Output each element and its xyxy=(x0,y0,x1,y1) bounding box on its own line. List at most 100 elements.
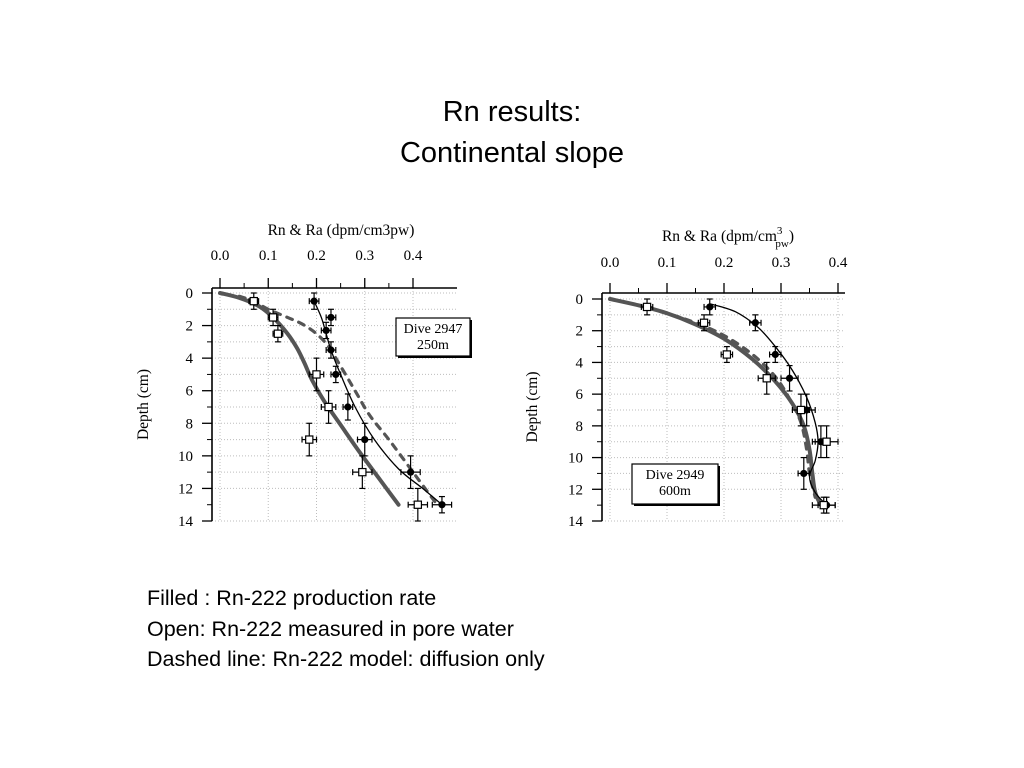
annotation-box xyxy=(395,317,471,357)
x-tick-label: 0.0 xyxy=(211,248,230,264)
x-tick-label: 0.2 xyxy=(307,248,326,264)
marker-filled-circle xyxy=(332,370,340,379)
data-point-open-square xyxy=(248,292,260,310)
marker-open-square xyxy=(358,467,367,477)
marker-filled-circle xyxy=(751,319,759,327)
data-point-filled-circle xyxy=(768,345,782,364)
y-axis-label: Depth (cm) xyxy=(135,369,152,440)
series-line-solid-thick xyxy=(218,291,401,507)
x-tick-label: 0.0 xyxy=(601,255,620,271)
x-tick-label: 0.1 xyxy=(259,248,278,264)
note-dashed: Dashed line: Rn-222 model: diffusion onl… xyxy=(147,647,545,671)
title-line-2: Continental slope xyxy=(399,137,625,169)
data-point-open-square xyxy=(811,496,836,514)
data-point-filled-circle xyxy=(320,321,332,340)
marker-open-square xyxy=(305,435,314,444)
data-point-filled-circle xyxy=(431,495,453,514)
data-point-open-square xyxy=(720,345,734,364)
marker-filled-circle xyxy=(344,403,352,411)
y-tick-label: 8 xyxy=(186,416,194,432)
y-tick-label: 0 xyxy=(186,286,194,302)
data-point-open-square xyxy=(757,361,776,395)
marker-open-square xyxy=(324,402,333,412)
annotation-shadow xyxy=(470,320,472,358)
y-tick-label: 12 xyxy=(178,481,193,497)
y-tick-label: 6 xyxy=(576,387,584,403)
x-tick-label: 0.4 xyxy=(829,255,848,271)
marker-filled-circle xyxy=(322,326,330,335)
data-point-filled-circle xyxy=(330,365,342,384)
x-axis-label: Rn & Ra (dpm/cm3pw) xyxy=(268,222,415,239)
marker-open-square xyxy=(762,374,771,383)
data-point-open-square xyxy=(320,390,337,424)
marker-open-square xyxy=(413,500,423,509)
data-point-open-square xyxy=(407,487,429,522)
annotation-shadow xyxy=(718,466,720,506)
marker-filled-circle xyxy=(406,468,415,476)
data-point-open-square xyxy=(301,422,318,457)
data-point-open-square xyxy=(352,455,373,490)
data-point-open-square xyxy=(267,308,279,327)
marker-filled-circle xyxy=(310,297,318,305)
series-line-dashed xyxy=(608,297,817,499)
y-tick-label: 10 xyxy=(178,449,193,465)
annotation-line-1: Dive 2947 xyxy=(404,322,463,337)
y-tick-label: 14 xyxy=(178,514,194,530)
data-point-filled-circle xyxy=(356,422,373,457)
annotation-line-2: 250m xyxy=(417,338,449,353)
chart-dive-2949: 0.0 0.1 0.2 0.3 0.4 0 2 4 6 8 10 12 14 Rn & Ra (dpm/c… xyxy=(524,225,848,530)
marker-filled-circle xyxy=(771,350,779,359)
x-tick-label: 0.4 xyxy=(404,248,423,264)
marker-filled-circle xyxy=(327,313,335,322)
data-point-filled-circle xyxy=(342,393,354,421)
marker-open-square xyxy=(822,437,831,446)
data-point-open-square xyxy=(308,357,325,392)
marker-open-square xyxy=(312,370,321,379)
y-tick-label: 12 xyxy=(568,482,583,498)
data-point-filled-circle xyxy=(797,456,811,490)
annotation-shadow xyxy=(398,356,472,358)
y-tick-label: 10 xyxy=(568,451,583,467)
x-axis-label-sub: pw xyxy=(775,238,789,250)
marker-open-square xyxy=(249,296,258,306)
data-point-filled-circle xyxy=(780,365,799,392)
y-tick-label: 8 xyxy=(576,419,584,435)
data-point-filled-circle xyxy=(749,314,762,332)
marker-filled-circle xyxy=(785,374,794,382)
data-point-open-square xyxy=(640,298,654,316)
x-tick-label: 0.1 xyxy=(658,255,677,271)
annotation-line-2: 600m xyxy=(659,484,691,499)
x-axis-label-end: ) xyxy=(789,228,794,245)
marker-open-square xyxy=(819,500,828,510)
marker-open-square xyxy=(796,405,806,415)
slide-title: Rn results: Continental slope xyxy=(0,92,1024,174)
x-axis-label-main: Rn & Ra (dpm/cm xyxy=(662,228,777,245)
data-point-filled-circle xyxy=(703,298,717,316)
marker-filled-circle xyxy=(800,469,808,478)
series-line-dashed xyxy=(237,294,439,507)
title-line-1: Rn results: xyxy=(442,96,582,128)
annotation-box xyxy=(631,463,719,505)
marker-filled-circle xyxy=(438,501,446,509)
note-open: Open: Rn-222 measured in pore water xyxy=(147,616,514,641)
y-tick-label: 4 xyxy=(186,351,194,367)
x-tick-label: 0.3 xyxy=(355,248,374,264)
annotation-shadow xyxy=(634,504,720,506)
marker-open-square xyxy=(273,329,283,338)
data-point-filled-circle xyxy=(325,308,337,327)
annotation-line-1: Dive 2949 xyxy=(646,468,705,483)
y-tick-label: 0 xyxy=(576,292,584,308)
x-tick-label: 0.2 xyxy=(715,255,734,271)
y-tick-label: 2 xyxy=(186,319,194,335)
legend-notes: Filled : Rn-222 production rate Open: Rn… xyxy=(147,583,545,675)
marker-open-square xyxy=(699,318,709,327)
y-tick-label: 4 xyxy=(576,355,584,371)
x-axis-label-sup: 3 xyxy=(777,225,783,237)
data-point-open-square xyxy=(272,324,284,343)
marker-open-square xyxy=(642,302,652,312)
y-tick-label: 14 xyxy=(568,514,584,530)
data-point-filled-circle xyxy=(325,341,337,359)
data-point-open-square xyxy=(791,393,811,427)
marker-filled-circle xyxy=(327,346,335,354)
